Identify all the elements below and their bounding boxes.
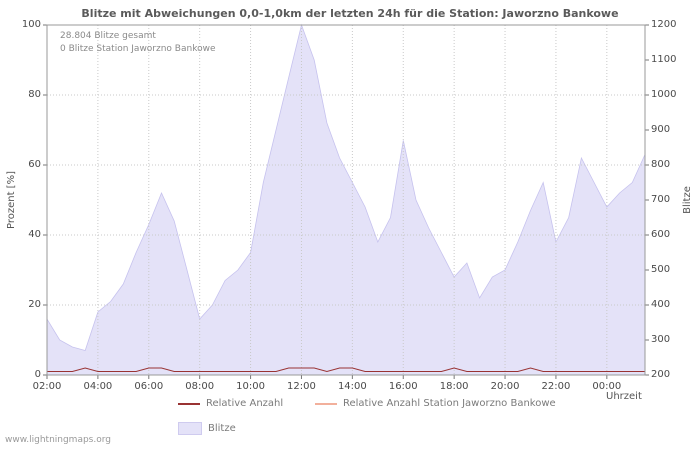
- annotation-total-strikes: 28.804 Blitze gesamt: [60, 31, 156, 41]
- y-axis-label-left: Prozent [%]: [6, 171, 17, 230]
- legend-label-blitze: Blitze: [208, 423, 236, 434]
- blitze-area-series: [46, 23, 646, 376]
- relative-anzahl-line: [47, 367, 645, 373]
- y-right-tick-label: 1000: [651, 89, 677, 100]
- y-axis-label-right: Blitze: [682, 186, 693, 214]
- watermark: www.lightningmaps.org: [5, 435, 111, 445]
- x-tick-label: 14:00: [337, 381, 367, 392]
- x-tick-label: 16:00: [388, 381, 418, 392]
- y-right-tick-label: 300: [651, 334, 671, 345]
- legend-label-relative-anzahl: Relative Anzahl: [206, 398, 284, 409]
- y-left-tick-label: 0: [34, 369, 41, 380]
- y-right-tick-label: 900: [651, 124, 671, 135]
- annotation-station-strikes: 0 Blitze Station Jaworzno Bankowe: [60, 44, 216, 54]
- y-right-tick-label: 1200: [651, 19, 677, 30]
- x-tick-label: 02:00: [32, 381, 62, 392]
- y-right-tick-label: 500: [651, 264, 671, 275]
- legend-label-relative-anzahl-station: Relative Anzahl Station Jaworzno Bankowe: [343, 398, 556, 409]
- legend-item-relative-anzahl: Relative Anzahl: [178, 398, 283, 409]
- x-tick-label: 10:00: [236, 381, 265, 392]
- legend-swatch-relative-anzahl: [178, 402, 200, 405]
- x-tick-label: 20:00: [490, 381, 520, 392]
- plot-border: [46, 24, 646, 376]
- x-tick-label: 08:00: [185, 381, 215, 392]
- x-tick-label: 18:00: [439, 381, 469, 392]
- legend-swatch-relative-anzahl-station: [315, 402, 337, 405]
- y-right-tick-label: 1100: [651, 54, 677, 65]
- chart-title: Blitze mit Abweichungen 0,0-1,0km der le…: [81, 7, 619, 20]
- x-axis-label: Uhrzeit: [606, 391, 642, 402]
- y-right-tick-label: 400: [651, 299, 671, 310]
- x-tick-label: 22:00: [541, 381, 571, 392]
- y-right-tick-label: 800: [651, 159, 671, 170]
- x-tick-label: 06:00: [134, 381, 164, 392]
- legend-item-relative-anzahl-station: Relative Anzahl Station Jaworzno Bankowe: [315, 398, 556, 409]
- x-tick-label: 12:00: [287, 381, 316, 392]
- legend-swatch-blitze: [178, 422, 202, 435]
- legend-item-blitze: Blitze: [178, 422, 236, 435]
- y-right-tick-label: 600: [651, 229, 671, 240]
- x-tick-label: 00:00: [592, 381, 622, 392]
- x-tick-label: 04:00: [83, 381, 113, 392]
- y-right-tick-label: 700: [651, 194, 671, 205]
- y-left-tick-label: 60: [28, 159, 41, 170]
- y-left-tick-label: 100: [21, 19, 41, 30]
- y-left-tick-label: 80: [28, 89, 41, 100]
- y-left-tick-label: 20: [28, 299, 41, 310]
- y-left-tick-label: 40: [28, 229, 41, 240]
- y-right-tick-label: 200: [651, 369, 671, 380]
